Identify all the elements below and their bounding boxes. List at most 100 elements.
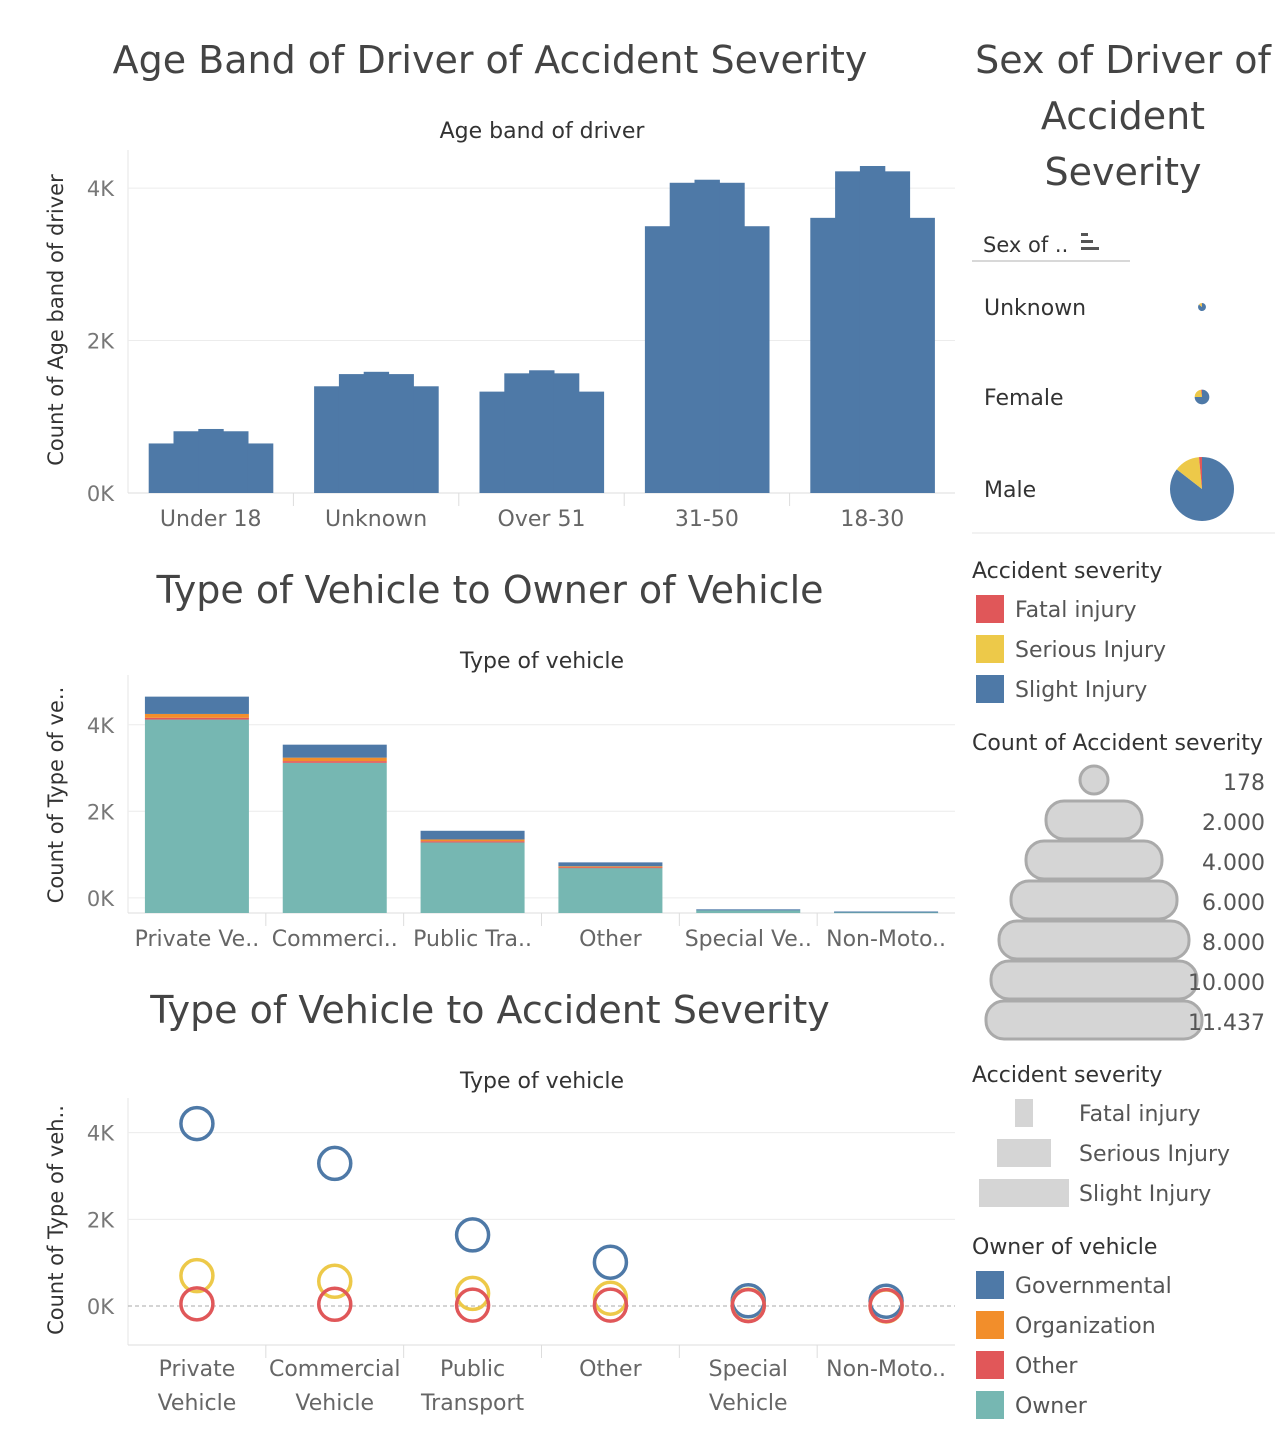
vehicle-owner-bar-segment [420,842,525,913]
age-band-bar [338,374,365,493]
vehicle-severity-x-tick: Commercial Vehicle [269,1357,401,1416]
sex-pie-slice [1194,389,1202,397]
vehicle-owner-chart: Type of Vehicle to Owner of Vehicle Type … [44,568,955,952]
vehicle-severity-y-tick: 0K [87,1295,115,1319]
count-legend-shape [1024,839,1164,881]
owner-legend-swatch [976,1351,1004,1379]
sex-pie-title-line: Sex of Driver of [975,38,1272,82]
age-band-bar [909,217,935,494]
age-band-subtitle: Age band of driver [440,119,646,144]
vehicle-severity-title: Type of Vehicle to Accident Severity [149,988,829,1032]
age-band-bar [810,217,836,494]
vehicle-owner-bar-segment [144,719,249,913]
vehicle-severity-ylabel: Count of Type of veh.. [44,1105,68,1335]
sex-pie-title: Sex of Driver of Accident Severity [975,38,1272,194]
severity-legend-label: Serious Injury [1015,638,1166,663]
vehicle-owner-bar-segment [420,830,525,840]
age-band-bar [578,391,605,493]
age-band-bar [719,182,745,493]
vehicle-severity-x-tick-line: Special [709,1357,788,1382]
age-band-bar [835,171,861,493]
vehicle-owner-bar-segment [420,841,525,843]
sex-pie-title-line: Accident [1041,94,1205,138]
age-band-bar [744,226,770,493]
age-band-ylabel: Count of Age band of driver [44,174,68,466]
vehicle-severity-x-tick-line: Vehicle [295,1391,374,1416]
age-band-y-tick: 2K [87,330,115,354]
count-legend-title: Count of Accident severity [972,731,1263,756]
age-band-bar [223,431,249,493]
vehicle-severity-chart: Type of Vehicle to Accident Severity Type… [44,988,955,1416]
sort-icon-bar [1081,247,1099,250]
vehicle-owner-bar-segment [144,717,249,720]
severity-legend-title: Accident severity [972,559,1162,584]
vehicle-severity-x-tick-line: Private [159,1357,236,1382]
vehicle-owner-bar-segment [420,839,525,842]
vehicle-severity-x-tick-line: Transport [420,1391,525,1416]
age-band-bar [553,373,580,493]
severity-legend-label: Slight Injury [1015,678,1147,703]
age-band-x-tick: 31-50 [675,507,739,532]
age-band-bar [314,386,340,493]
severity-legend-swatch [976,595,1004,623]
owner-legend-label: Other [1015,1354,1078,1379]
count-legend-shape [1078,764,1110,796]
severity-legend-swatch [976,635,1004,663]
age-band-bar [694,179,720,493]
vehicle-severity-x-tick: Private Vehicle [158,1357,237,1416]
age-band-x-tick: Over 51 [498,507,586,532]
vehicle-severity-point [179,1286,215,1322]
age-band-title: Age Band of Driver of Accident Severity [113,38,868,82]
age-band-bar [884,171,911,493]
vehicle-severity-point [592,1280,629,1316]
severity-size-legend-label: Slight Injury [1079,1182,1211,1207]
vehicle-owner-bar-segment [696,910,801,913]
vehicle-owner-y-tick: 4K [87,714,115,738]
severity-size-legend-swatch [997,1139,1051,1167]
sex-pie-row-label: Female [984,386,1064,411]
vehicle-severity-y-tick: 4K [87,1122,115,1146]
vehicle-severity-subtitle: Type of vehicle [459,1069,624,1094]
count-legend-label: 11.437 [1188,1011,1265,1036]
vehicle-owner-y-tick: 0K [87,887,115,911]
vehicle-owner-bar-segment [282,744,387,758]
owner-legend-swatch [976,1271,1004,1299]
legends: Accident severity Fatal injury Serious Inj… [972,559,1265,1419]
owner-legend-swatch [976,1391,1004,1419]
vehicle-severity-point [179,1105,215,1142]
vehicle-severity-x-tick: Special Vehicle [709,1357,788,1416]
vehicle-severity-x-tick: Other [579,1357,642,1382]
vehicle-severity-point [179,1257,215,1294]
severity-size-legend-label: Serious Injury [1079,1142,1230,1167]
age-band-x-tick: Unknown [325,507,427,532]
vehicle-owner-y-tick: 2K [87,800,115,824]
vehicle-owner-bar-segment [144,696,249,714]
vehicle-severity-x-tick: Non-Moto.. [826,1357,946,1382]
vehicle-severity-x-tick-line: Commercial [269,1357,401,1382]
vehicle-owner-bar-segment [558,867,663,913]
vehicle-severity-y-tick: 2K [87,1208,115,1232]
vehicle-owner-x-tick: Public Tra.. [413,927,532,952]
age-band-bar [173,431,199,493]
severity-legend-label: Fatal injury [1015,598,1137,623]
vehicle-owner-x-tick: Non-Moto.. [826,927,946,952]
severity-size-legend-label: Fatal injury [1079,1102,1201,1127]
sex-pie-slice [1198,457,1202,489]
sex-pie-slice [1176,457,1202,489]
vehicle-severity-point [454,1217,491,1253]
sex-pie-title-line: Severity [1045,150,1202,194]
count-legend-label: 2.000 [1202,811,1265,836]
vehicle-owner-bar-segment [558,867,663,869]
vehicle-owner-ylabel: Count of Type of ve.. [44,687,68,903]
count-legend-label: 6.000 [1202,891,1265,916]
age-band-x-tick: Under 18 [160,507,262,532]
count-legend-shape [984,999,1204,1041]
owner-legend-label: Governmental [1015,1274,1172,1299]
vehicle-owner-title: Type of Vehicle to Owner of Vehicle [155,568,823,612]
count-legend-label: 178 [1223,771,1265,796]
age-band-bar [644,226,671,493]
vehicle-owner-bar-segment [144,713,249,718]
count-legend-label: 8.000 [1202,931,1265,956]
vehicle-severity-x-tick-line: Vehicle [158,1391,237,1416]
